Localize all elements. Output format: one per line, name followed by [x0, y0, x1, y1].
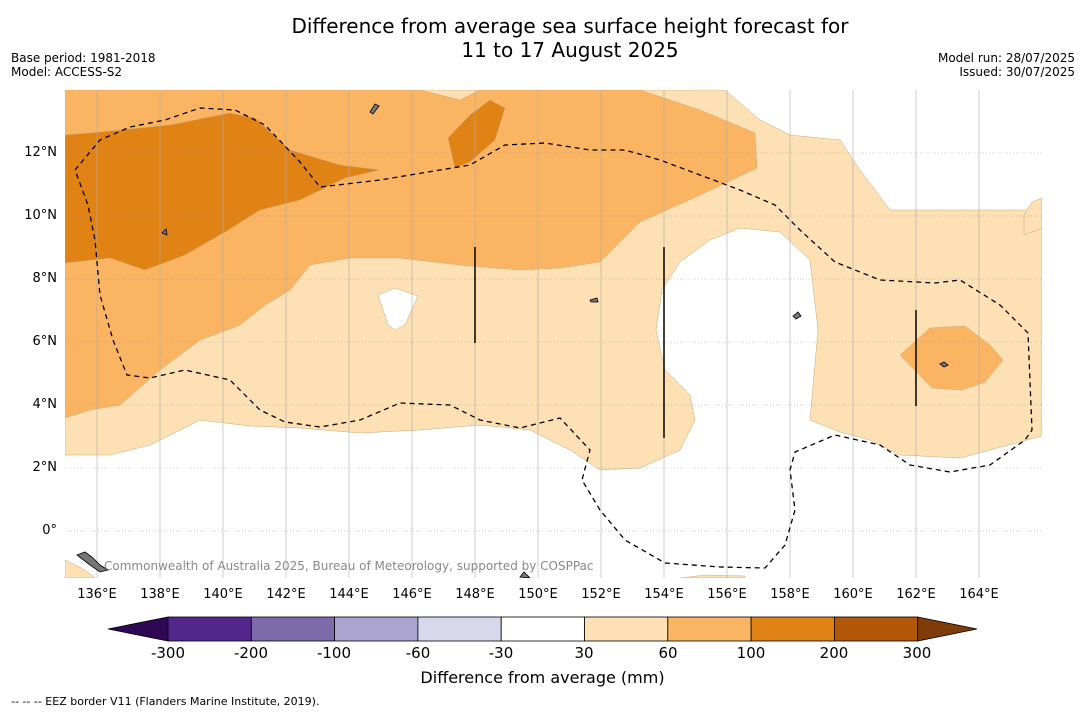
colorbar-tick: -200 — [233, 644, 269, 662]
colorbar-tick: 100 — [736, 644, 766, 662]
issued-date: Issued: 30/07/2025 — [959, 65, 1075, 79]
gridlines — [65, 152, 1042, 532]
lon-label: 140°E — [203, 587, 243, 602]
lon-label: 164°E — [959, 587, 999, 602]
colorbar-tick: -100 — [316, 644, 352, 662]
colorbar-extend-low — [107, 616, 169, 642]
colorbar — [107, 616, 978, 642]
lat-label-8n: 8°N — [32, 271, 58, 286]
lon-label: 156°E — [707, 587, 747, 602]
lat-label-12n: 12°N — [24, 145, 57, 160]
colorbar-tick: -60 — [405, 644, 431, 662]
lat-label-4n: 4°N — [32, 397, 58, 412]
colorbar-swatch — [834, 616, 919, 642]
lon-label: 146°E — [392, 587, 432, 602]
eez-border — [74, 107, 1033, 569]
lon-label: 162°E — [896, 587, 936, 602]
copyright-notice: Commonwealth of Australia 2025, Bureau o… — [104, 559, 594, 573]
contour-100-200 — [65, 112, 381, 271]
lat-label-6n: 6°N — [32, 334, 58, 349]
colorbar-swatch — [667, 616, 752, 642]
model-run: Model run: 28/07/2025 — [937, 51, 1075, 65]
sea-height-field — [65, 90, 1042, 578]
lon-label: 136°E — [77, 587, 117, 602]
model-info: Base period: 1981-2018 Model: ACCESS-S2 — [11, 51, 156, 79]
lon-label: 150°E — [518, 587, 558, 602]
lon-label: 138°E — [140, 587, 180, 602]
run-info: Model run: 28/07/2025 Issued: 30/07/2025 — [938, 51, 1075, 79]
eez-footnote: -- -- -- EEZ border V11 (Flanders Marine… — [11, 695, 320, 708]
colorbar-extend-high — [917, 616, 978, 642]
title-line-1: Difference from average sea surface heig… — [291, 14, 849, 38]
colorbar-label: Difference from average (mm) — [420, 668, 665, 687]
lon-label: 154°E — [644, 587, 684, 602]
colorbar-swatch — [750, 616, 835, 642]
map-title: Difference from average sea surface heig… — [0, 14, 1085, 62]
lat-label-0: 0° — [42, 523, 57, 538]
lon-label: 144°E — [329, 587, 369, 602]
colorbar-swatch — [584, 616, 669, 642]
colorbar-swatch — [250, 616, 336, 642]
lon-label: 152°E — [581, 587, 621, 602]
base-period: Base period: 1981-2018 — [11, 51, 156, 65]
colorbar-tick: 200 — [819, 644, 849, 662]
colorbar-swatch — [167, 616, 252, 642]
colorbar-tick: 30 — [574, 644, 594, 662]
colorbar-swatch — [417, 616, 502, 642]
lat-label-2n: 2°N — [32, 460, 58, 475]
lon-label: 142°E — [266, 587, 306, 602]
model-name: Model: ACCESS-S2 — [11, 65, 123, 79]
islands — [76, 103, 949, 578]
lon-label: 158°E — [770, 587, 810, 602]
colorbar-swatch — [334, 616, 419, 642]
colorbar-tick: 300 — [902, 644, 932, 662]
lon-label: 148°E — [455, 587, 495, 602]
title-line-2: 11 to 17 August 2025 — [461, 38, 679, 62]
colorbar-tick: 60 — [658, 644, 678, 662]
lat-label-10n: 10°N — [24, 208, 57, 223]
lon-label: 160°E — [833, 587, 873, 602]
colorbar-tick: -300 — [150, 644, 186, 662]
colorbar-tick: -30 — [488, 644, 514, 662]
colorbar-swatch — [500, 616, 585, 642]
